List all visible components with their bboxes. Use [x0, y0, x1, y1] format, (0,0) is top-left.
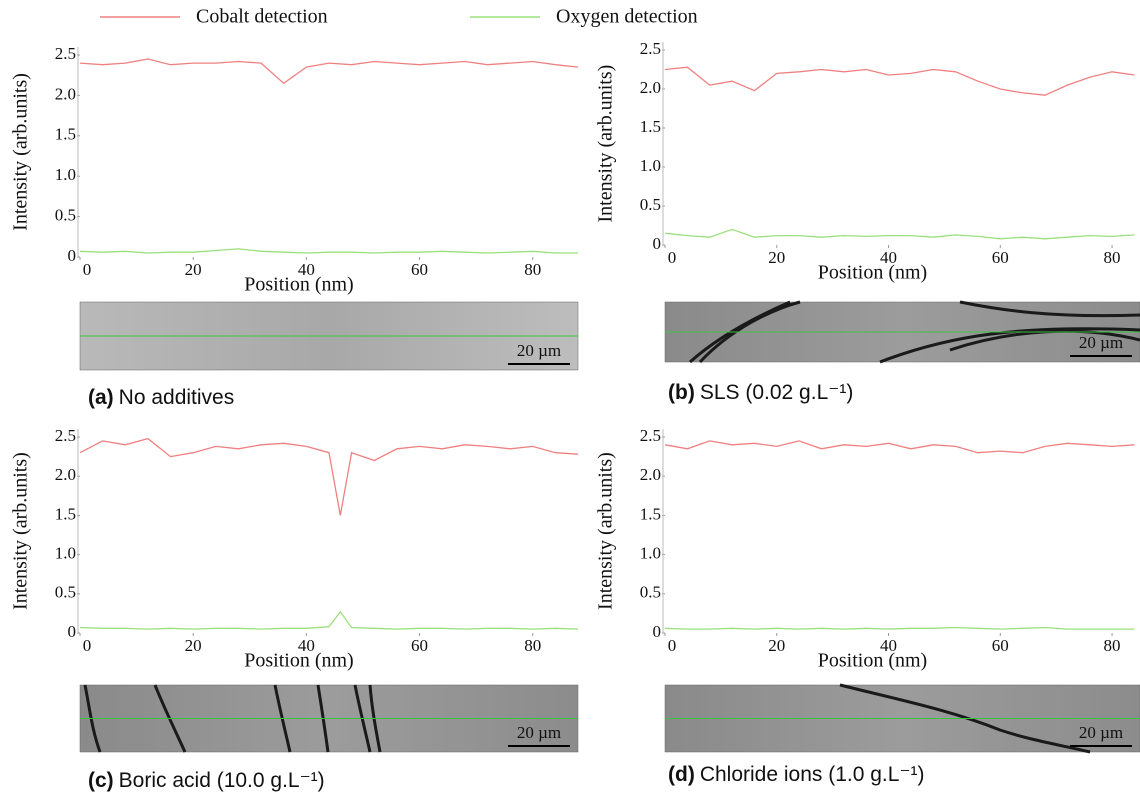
y-tick-label: 2.0	[640, 78, 661, 97]
x-tick-label: 80	[524, 636, 541, 655]
x-tick-label: 80	[1104, 248, 1121, 267]
y-axis-title: Intensity (arb.units)	[10, 452, 32, 610]
data-line	[664, 66, 1135, 96]
y-tick-label: 1.5	[640, 117, 661, 136]
x-axis-title: Position (nm)	[244, 650, 353, 672]
x-tick-label: 20	[768, 636, 785, 655]
caption-text: No additives	[119, 386, 235, 409]
x-tick-label: 80	[1104, 636, 1121, 655]
y-tick-label: 1.0	[640, 156, 661, 175]
y-tick-label: 0	[653, 622, 662, 641]
crack	[316, 684, 330, 753]
y-tick-label: 2.5	[55, 426, 76, 445]
y-tick-label: 0.5	[640, 583, 661, 602]
caption-label: (d)	[668, 763, 695, 786]
crack	[879, 327, 1140, 364]
x-tick-label: 60	[411, 260, 428, 279]
scale-label: 20 µm	[517, 723, 561, 742]
scale-label: 20 µm	[1079, 333, 1123, 352]
y-tick-label: 0.5	[640, 195, 661, 214]
y-tick-label: 2.5	[640, 426, 661, 445]
crack	[353, 684, 372, 753]
caption-text: Boric acid (10.0 g.L⁻¹)	[119, 769, 325, 792]
caption-label: (a)	[88, 386, 114, 409]
data-line	[664, 440, 1135, 454]
data-line	[664, 228, 1135, 240]
crack	[688, 300, 791, 364]
y-tick-label: 1.5	[55, 504, 76, 523]
caption: (a) No additives	[88, 386, 234, 409]
x-axis-title: Position (nm)	[818, 262, 927, 284]
y-axis-title: Intensity (arb.units)	[10, 73, 32, 231]
caption: (b) SLS (0.02 g.L⁻¹)	[668, 381, 853, 404]
crack	[959, 300, 1140, 318]
x-tick-label: 40	[880, 636, 897, 655]
x-tick-label: 20	[768, 248, 785, 267]
y-tick-label: 2.0	[55, 84, 76, 103]
x-tick-label: 20	[185, 260, 202, 279]
caption-text: Chloride ions (1.0 g.L⁻¹)	[700, 763, 925, 786]
data-line	[79, 248, 578, 254]
y-axis-title: Intensity (arb.units)	[595, 452, 617, 610]
y-axis-title: Intensity (arb.units)	[595, 65, 617, 223]
x-axis-title: Position (nm)	[244, 274, 353, 296]
x-tick-label: 40	[880, 248, 897, 267]
crack	[368, 684, 382, 753]
data-line	[79, 437, 579, 516]
legend-label: Oxygen detection	[556, 6, 698, 28]
caption-label: (c)	[88, 769, 114, 792]
y-tick-label: 2.5	[640, 39, 661, 58]
scale-label: 20 µm	[517, 341, 561, 360]
y-tick-label: 1.5	[55, 125, 76, 144]
x-tick-label: 60	[411, 636, 428, 655]
x-axis-title: Position (nm)	[818, 650, 927, 672]
caption: (c) Boric acid (10.0 g.L⁻¹)	[88, 769, 325, 792]
y-tick-label: 0.5	[55, 583, 76, 602]
x-tick-label: 60	[992, 248, 1009, 267]
x-tick-label: 20	[185, 636, 202, 655]
crack	[839, 683, 1091, 754]
scale-label: 20 µm	[1079, 723, 1123, 742]
crack	[698, 300, 801, 364]
data-line	[79, 610, 579, 630]
caption-text: SLS (0.02 g.L⁻¹)	[700, 381, 854, 404]
y-tick-label: 0.5	[55, 206, 76, 225]
y-tick-label: 2.5	[55, 44, 76, 63]
y-tick-label: 1.0	[55, 544, 76, 563]
y-tick-label: 0	[68, 246, 77, 265]
x-tick-label: 40	[298, 636, 315, 655]
data-line	[79, 58, 579, 85]
y-tick-label: 0	[653, 234, 662, 253]
x-tick-label: 0	[668, 248, 677, 267]
y-tick-label: 2.0	[55, 465, 76, 484]
x-tick-label: 0	[668, 636, 677, 655]
y-tick-label: 0	[68, 622, 77, 641]
y-tick-label: 1.5	[640, 504, 661, 523]
y-tick-label: 1.0	[640, 544, 661, 563]
x-tick-label: 80	[524, 260, 541, 279]
data-line	[664, 626, 1135, 630]
x-tick-label: 40	[298, 260, 315, 279]
caption-label: (b)	[668, 381, 695, 404]
crack	[83, 684, 102, 753]
y-tick-label: 1.0	[55, 165, 76, 184]
x-tick-label: 0	[83, 260, 92, 279]
x-tick-label: 60	[992, 636, 1009, 655]
legend-label: Cobalt detection	[196, 6, 328, 28]
caption: (d) Chloride ions (1.0 g.L⁻¹)	[668, 763, 925, 786]
x-tick-label: 0	[83, 636, 92, 655]
crack	[273, 684, 292, 753]
crack	[153, 684, 187, 753]
y-tick-label: 2.0	[640, 465, 661, 484]
